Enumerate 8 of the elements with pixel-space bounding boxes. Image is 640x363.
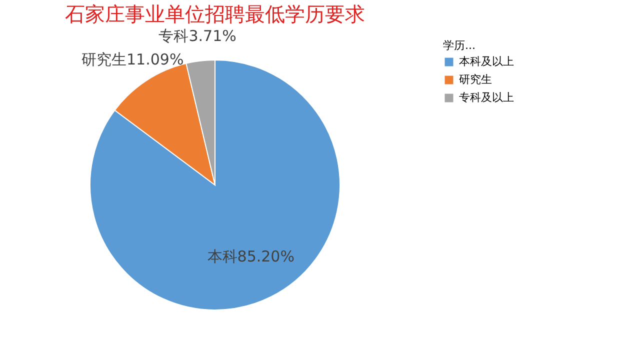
legend-label: 本科及以上 xyxy=(459,55,514,68)
legend-label: 专科及以上 xyxy=(459,91,514,104)
chart-title: 石家庄事业单位招聘最低学历要求 xyxy=(65,2,365,26)
data-label: 本科85.20% xyxy=(207,248,294,266)
data-label: 研究生11.09% xyxy=(82,50,184,69)
legend-title: 学历... xyxy=(443,39,476,52)
data-label: 专科3.71% xyxy=(158,27,236,46)
legend-label: 研究生 xyxy=(459,73,492,86)
